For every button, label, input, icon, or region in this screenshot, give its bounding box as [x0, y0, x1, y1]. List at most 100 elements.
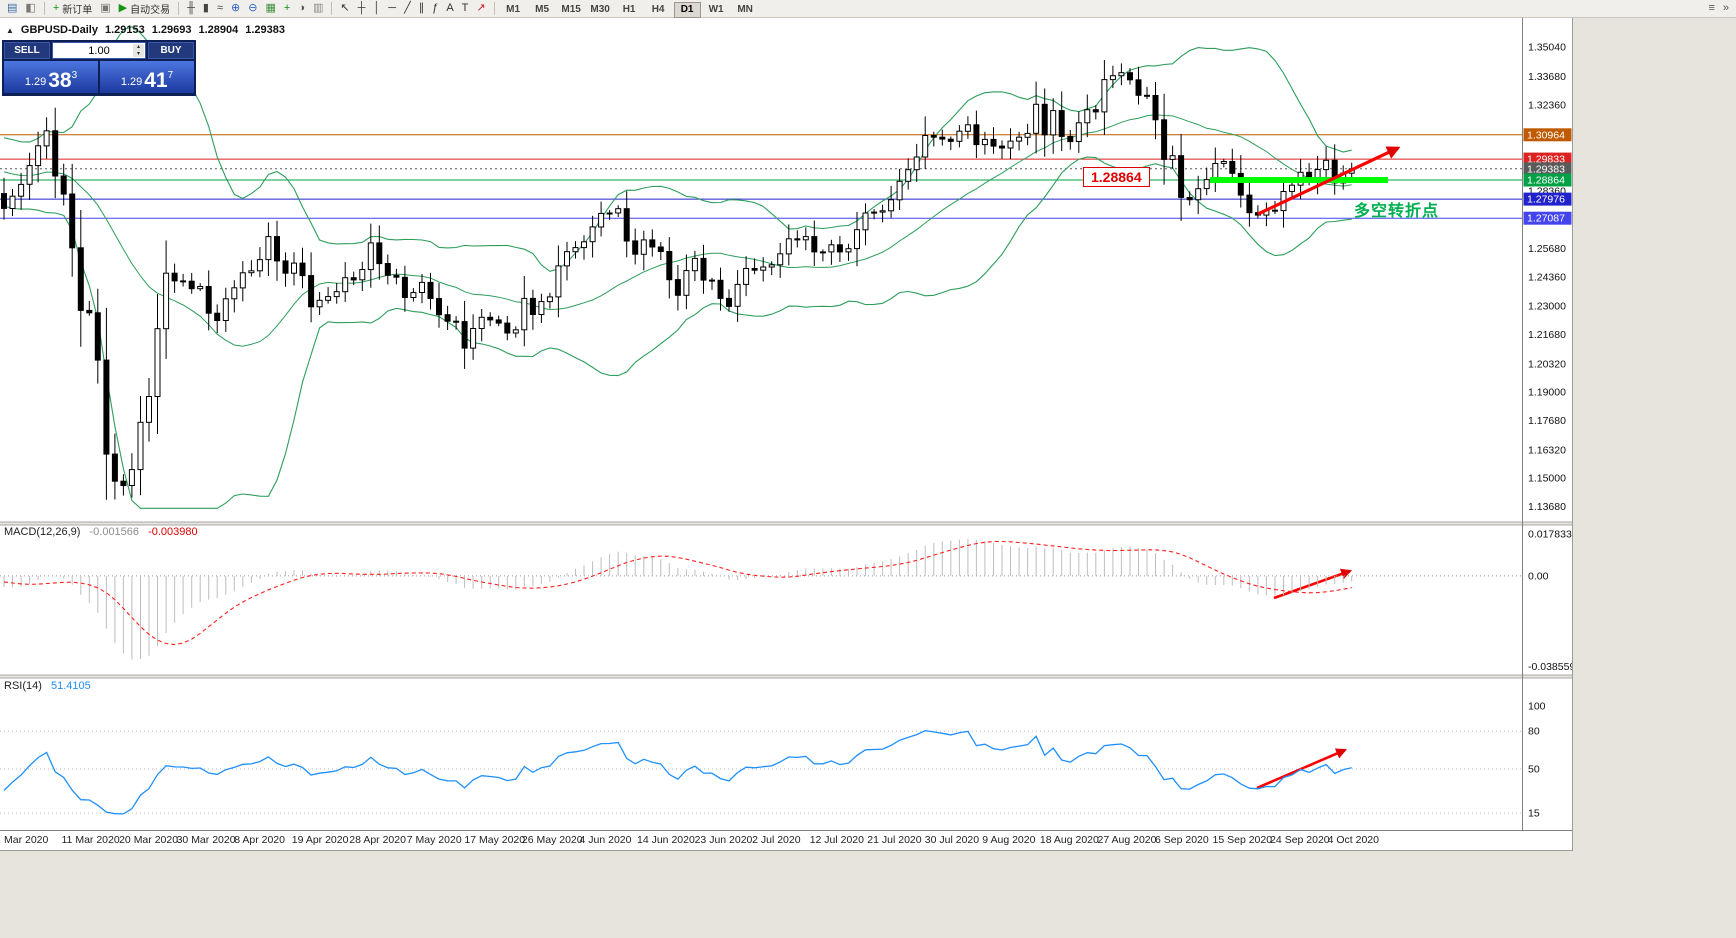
- tile-windows-icon[interactable]: ▦: [261, 0, 279, 17]
- macd-indicator-label: MACD(12,26,9) -0.001566 -0.003980: [4, 526, 198, 538]
- zoom-in-icon[interactable]: ⊕: [227, 0, 244, 17]
- trend-arrow-main[interactable]: [1257, 146, 1401, 216]
- rsi-value: 51.4105: [50, 680, 91, 692]
- label-icon[interactable]: T: [458, 0, 473, 17]
- chart-symbol-icon: ▲: [6, 25, 14, 35]
- buy-price[interactable]: 1.29 41 7: [100, 61, 194, 93]
- vertical-line-icon[interactable]: │: [369, 0, 384, 17]
- chart-shift-icon[interactable]: ▣: [96, 0, 114, 17]
- buy-price-main: 1.29: [120, 76, 143, 88]
- autotrading-button-label: 自动交易: [130, 5, 171, 16]
- svg-text:0.017833: 0.017833: [1528, 528, 1572, 540]
- rsi-indicator-label: RSI(14) 51.4105: [4, 680, 91, 692]
- sell-price[interactable]: 1.29 38 3: [4, 61, 98, 93]
- crosshair-icon[interactable]: ┼: [354, 0, 370, 17]
- svg-text:0.00: 0.00: [1528, 570, 1549, 582]
- line-chart-icon[interactable]: ≈: [213, 0, 227, 17]
- timeframe-m30[interactable]: M30: [590, 4, 610, 15]
- sell-price-big: 38: [48, 69, 72, 92]
- new-chart-icon[interactable]: ▤: [3, 0, 21, 17]
- buy-price-sup: 7: [167, 70, 174, 81]
- fibonacci-icon[interactable]: ƒ: [428, 0, 442, 17]
- sell-button[interactable]: SELL: [4, 42, 50, 59]
- timeframe-d1[interactable]: D1: [673, 2, 701, 18]
- timeframe-w1[interactable]: W1: [708, 4, 724, 15]
- trendline-icon[interactable]: ╱: [400, 0, 415, 17]
- toolbar-separator: [331, 2, 333, 15]
- profiles-icon-glyph: ◧: [25, 2, 36, 14]
- svg-text:7 May 2020: 7 May 2020: [407, 834, 462, 846]
- profiles-icon[interactable]: ◧: [21, 0, 39, 17]
- toolbar-more-icon[interactable]: »: [1719, 0, 1733, 17]
- svg-text:1.20320: 1.20320: [1528, 358, 1566, 370]
- trendline-icon-glyph: ╱: [404, 2, 411, 14]
- arrow-object-icon[interactable]: ↗: [472, 0, 489, 17]
- svg-text:24 Sep 2020: 24 Sep 2020: [1270, 834, 1330, 846]
- svg-text:100: 100: [1528, 701, 1546, 713]
- sell-price-main: 1.29: [24, 76, 47, 88]
- svg-text:1.15000: 1.15000: [1528, 473, 1566, 485]
- svg-text:-0.038559: -0.038559: [1528, 661, 1572, 673]
- candlestick-chart-icon[interactable]: ▮: [199, 0, 213, 17]
- price-annotation-box[interactable]: 1.28864: [1083, 167, 1150, 187]
- svg-text:19 Apr 2020: 19 Apr 2020: [292, 834, 349, 846]
- toolbar: ▤ ◧ + 新订单 ▣ ▶ 自动交易 ╫ ▮ ≈ ⊕ ⊖ ▦ + ◑ ▥ ↖ ┼ │ ─ ╱ ∥ ƒ A T ↗ M1 M5 M15 M3…: [0, 0, 1736, 18]
- buy-price-big: 41: [144, 69, 168, 92]
- channel-icon[interactable]: ∥: [415, 0, 429, 17]
- chart-window: 1.35040 1.33680 1.32360 1.28360 1.25680 1.243…: [0, 18, 1573, 851]
- svg-text:4 Oct 2020: 4 Oct 2020: [1328, 834, 1380, 846]
- buy-button[interactable]: BUY: [148, 42, 194, 59]
- horizontal-line-icon[interactable]: ─: [384, 0, 400, 17]
- price-axis[interactable]: 1.350401.336801.323601.283601.256801.243…: [1528, 42, 1566, 513]
- timeframe-m15[interactable]: M15: [561, 4, 581, 15]
- ohlc-close: 1.29383: [245, 24, 286, 36]
- svg-text:80: 80: [1528, 726, 1540, 738]
- trend-arrow-macd[interactable]: [1273, 568, 1353, 600]
- rsi-line: [3, 730, 1352, 815]
- zoom-out-icon[interactable]: ⊖: [244, 0, 261, 17]
- chart-ohlc-header: ▲ GBPUSD-Daily 1.29153 1.29693 1.28904 1…: [6, 24, 285, 36]
- timeframe-h4[interactable]: H4: [651, 4, 665, 15]
- support-zone-bar[interactable]: [1210, 177, 1388, 183]
- toolbar-separator: [43, 2, 45, 15]
- timeframe-m1[interactable]: M1: [506, 4, 521, 15]
- timeframe-toolbar: M1 M5 M15 M30 H1 H4 D1 W1 MN: [499, 0, 760, 18]
- text-icon[interactable]: A: [442, 0, 457, 17]
- chart-canvas[interactable]: 1.350401.336801.323601.283601.256801.243…: [0, 18, 1572, 850]
- timeframe-m5[interactable]: M5: [535, 4, 550, 15]
- volume-input[interactable]: 1.00 ▴ ▾: [52, 42, 146, 59]
- macd-name: MACD(12,26,9): [4, 526, 81, 538]
- text-icon-glyph: A: [446, 2, 454, 14]
- volume-spinner[interactable]: ▴ ▾: [133, 44, 144, 57]
- price-badge: 1.29383: [1523, 162, 1572, 176]
- spinner-up-icon[interactable]: ▴: [136, 43, 140, 50]
- templates-icon[interactable]: ▥: [309, 0, 327, 17]
- svg-text:23 Jun 2020: 23 Jun 2020: [695, 834, 753, 846]
- vertical-line-icon-glyph: │: [373, 2, 381, 14]
- periodicity-icon[interactable]: ◑: [294, 0, 309, 17]
- timeframe-h1[interactable]: H1: [622, 4, 636, 15]
- sell-price-sup: 3: [71, 70, 78, 81]
- panel-separator[interactable]: [0, 521, 1572, 526]
- toolbar-customize-icon-glyph: ≡: [1708, 2, 1715, 14]
- cursor-icon[interactable]: ↖: [336, 0, 353, 17]
- spinner-down-icon[interactable]: ▾: [136, 50, 140, 57]
- bar-chart-icon-glyph: ╫: [187, 2, 195, 14]
- svg-text:1.27087: 1.27087: [1527, 213, 1565, 225]
- autotrading-button[interactable]: ▶ 自动交易: [115, 0, 174, 17]
- timeframe-mn[interactable]: MN: [737, 4, 753, 15]
- new-order-button[interactable]: + 新订单: [49, 0, 96, 17]
- price-badge: 1.30964: [1523, 128, 1572, 142]
- bollinger-upper-band: [3, 26, 1352, 272]
- turning-point-text[interactable]: 多空转折点: [1354, 203, 1440, 220]
- indicators-icon[interactable]: +: [280, 0, 294, 17]
- svg-text:15: 15: [1528, 808, 1540, 820]
- new-order-button-label: 新订单: [62, 5, 93, 16]
- toolbar-customize-icon[interactable]: ≡: [1704, 0, 1718, 17]
- svg-text:8 Apr 2020: 8 Apr 2020: [234, 834, 285, 846]
- svg-text:15 Sep 2020: 15 Sep 2020: [1213, 834, 1273, 846]
- bar-chart-icon[interactable]: ╫: [183, 0, 199, 17]
- panel-separator[interactable]: [0, 674, 1572, 679]
- candlestick-chart-icon-glyph: ▮: [202, 2, 209, 14]
